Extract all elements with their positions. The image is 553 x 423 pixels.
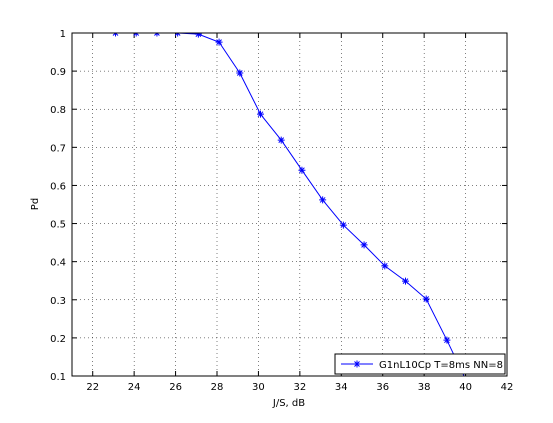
data-point <box>339 221 347 229</box>
x-tick-label: 26 <box>169 382 182 393</box>
legend-label: G1nL10Cp T=8ms NN=8 <box>379 360 503 371</box>
x-tick-label: 34 <box>335 382 348 393</box>
x-tick-label: 30 <box>252 382 265 393</box>
y-tick-label: 0.7 <box>50 143 66 154</box>
data-point <box>194 33 202 38</box>
y-tick-label: 0.9 <box>50 67 66 78</box>
plot-clip <box>112 33 465 376</box>
x-tick-label: 42 <box>501 382 514 393</box>
y-tick-label: 1 <box>60 29 66 40</box>
x-axis-label: J/S, dB <box>272 398 305 409</box>
y-tick-label: 0.3 <box>50 296 66 307</box>
x-tick-label: 36 <box>376 382 389 393</box>
x-tick-label: 38 <box>418 382 431 393</box>
plot-area <box>72 33 507 376</box>
data-point <box>402 277 409 285</box>
legend-box <box>334 353 506 375</box>
data-point <box>360 241 368 249</box>
y-tick-label: 0.1 <box>50 372 66 383</box>
legend-marker <box>353 360 361 368</box>
data-point <box>236 69 244 77</box>
x-tick-label: 22 <box>86 382 99 393</box>
data-point <box>422 295 430 303</box>
y-tick-label: 0.5 <box>50 220 66 231</box>
y-tick-label: 0.6 <box>50 181 66 192</box>
x-tick-label: 32 <box>293 382 306 393</box>
data-point <box>257 110 264 118</box>
data-point <box>298 166 306 174</box>
x-tick-label: 24 <box>128 382 141 393</box>
y-tick-label: 0.8 <box>50 105 66 116</box>
axes-box <box>71 32 508 377</box>
x-tick-label: 28 <box>211 382 224 393</box>
data-point <box>381 262 389 270</box>
data-point <box>277 136 285 144</box>
data-point <box>215 38 223 46</box>
data-line <box>115 33 465 376</box>
y-axis-label: Pd <box>30 198 41 210</box>
x-tick-label: 40 <box>459 382 472 393</box>
data-point <box>443 336 451 344</box>
data-point <box>319 196 327 204</box>
y-tick-label: 0.4 <box>50 258 66 269</box>
y-tick-label: 0.2 <box>50 334 66 345</box>
